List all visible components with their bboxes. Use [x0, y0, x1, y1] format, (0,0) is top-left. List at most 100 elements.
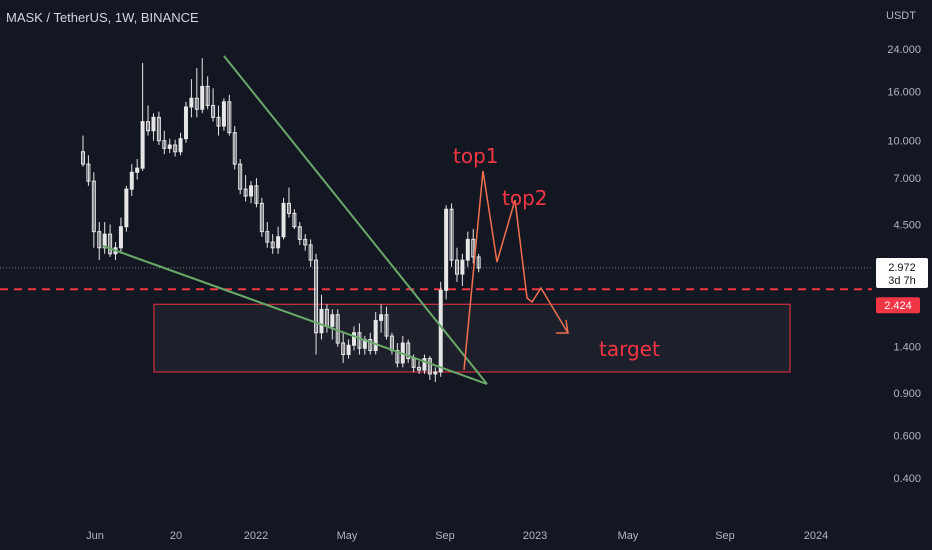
candle-body — [102, 233, 107, 249]
x-tick-label: Jun — [86, 530, 104, 542]
candle-body — [341, 342, 346, 356]
candle-countdown: 3d 7h — [888, 275, 916, 287]
candle-body — [454, 259, 459, 275]
candle-body — [151, 116, 156, 132]
x-tick-label: 20 — [170, 530, 182, 542]
candle-body — [221, 101, 226, 127]
candle-body — [232, 132, 237, 165]
candle-body — [379, 314, 384, 321]
candle-body — [194, 97, 199, 110]
y-tick-label: 4.500 — [893, 219, 921, 231]
candle-body — [438, 289, 443, 373]
x-tick-label: 2022 — [244, 530, 268, 542]
y-tick-label: 0.600 — [893, 431, 921, 443]
candle-body — [173, 144, 178, 153]
candle-body — [422, 358, 427, 371]
candle-body — [227, 101, 232, 134]
candle-body — [249, 185, 254, 197]
candle-body — [205, 85, 210, 106]
candle-body — [384, 314, 389, 337]
annotation-target: target — [599, 337, 660, 361]
symbol-title: MASK / TetherUS, 1W, BINANCE — [6, 10, 199, 25]
y-tick-label: 10.000 — [887, 136, 921, 148]
x-tick-label: May — [337, 530, 358, 542]
y-tick-label: 24.000 — [887, 44, 921, 56]
candle-body — [162, 140, 167, 149]
candle-body — [140, 121, 145, 169]
candle-body — [406, 342, 411, 360]
candle-body — [259, 202, 264, 233]
wedge-lower-trendline — [102, 245, 488, 385]
candle-body — [427, 358, 432, 375]
candle-body — [216, 116, 221, 127]
candle-body — [254, 185, 259, 204]
candle-body — [417, 366, 422, 371]
candle-body — [156, 116, 161, 142]
candle-body — [346, 344, 351, 356]
target-zone-box — [153, 303, 791, 373]
projection-path — [463, 170, 569, 371]
candle-body — [292, 212, 297, 228]
candle-body — [91, 180, 96, 233]
x-tick-label: May — [618, 530, 639, 542]
candle-body — [471, 238, 476, 258]
y-tick-label: 0.900 — [893, 388, 921, 400]
candle-body — [433, 371, 438, 375]
candle-body — [178, 138, 183, 153]
y-tick-label: 7.000 — [893, 173, 921, 185]
candle-body — [297, 226, 302, 240]
candle-body — [81, 151, 85, 165]
y-tick-label: 0.400 — [893, 473, 921, 485]
candle-body — [243, 188, 248, 197]
level-price-value: 2.424 — [884, 300, 912, 312]
candle-body — [135, 167, 140, 173]
candle-body — [352, 332, 356, 346]
annotation-top1: top1 — [453, 144, 499, 168]
price-unit-label: USDT — [886, 10, 916, 22]
current-price-value: 2.972 — [888, 262, 916, 274]
x-tick-label: Sep — [435, 530, 455, 542]
candle-body — [319, 308, 324, 334]
x-tick-label: Sep — [715, 530, 735, 542]
candle-body — [286, 202, 291, 214]
candle-body — [276, 236, 281, 249]
candle-body — [189, 97, 194, 108]
x-tick-label: 2024 — [804, 530, 828, 542]
candle-body — [357, 332, 362, 349]
candle-body — [97, 231, 102, 249]
candle-body — [395, 350, 400, 364]
candle-body — [303, 238, 308, 246]
candle-body — [330, 314, 335, 327]
candle-body — [449, 208, 454, 261]
x-tick-label: 2023 — [523, 530, 547, 542]
candle-body — [86, 163, 91, 182]
candle-body — [314, 259, 319, 334]
candle-body — [465, 238, 470, 261]
candle-body — [265, 231, 270, 243]
candle-body — [146, 121, 151, 132]
candle-body — [373, 319, 378, 352]
candle-body — [108, 233, 113, 255]
y-tick-label: 1.400 — [893, 342, 921, 354]
candle-body — [281, 202, 286, 238]
candle-body — [118, 226, 123, 249]
candle-body — [124, 188, 129, 228]
level-price-badge — [876, 297, 920, 314]
candle-body — [476, 256, 481, 269]
annotation-top2: top2 — [502, 186, 548, 210]
wedge-upper-trendline — [223, 55, 488, 385]
candle-body — [308, 244, 313, 261]
candle-body — [129, 171, 134, 190]
y-tick-label: 16.000 — [887, 86, 921, 98]
candle-body — [167, 144, 172, 149]
current-price-badge — [876, 258, 928, 288]
projection-arrowhead — [556, 319, 569, 334]
candle-body — [270, 241, 275, 249]
candle-body — [444, 208, 449, 291]
candle-body — [238, 163, 243, 190]
candle-body — [211, 104, 216, 118]
candle-body — [200, 85, 205, 110]
candle-body — [460, 259, 465, 275]
candle-body — [183, 106, 188, 140]
